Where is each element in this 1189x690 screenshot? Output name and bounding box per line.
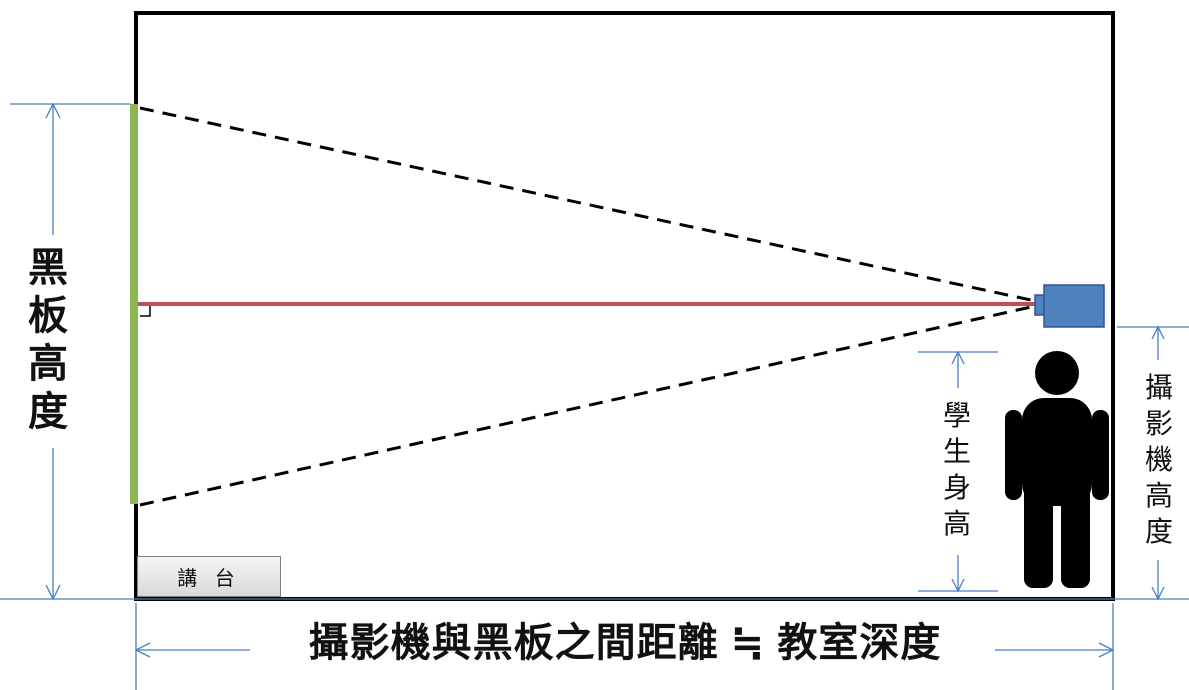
camera-icon — [1034, 284, 1105, 328]
sight-line-top — [139, 106, 1041, 304]
camera-height-label: 攝影機高度 — [1144, 372, 1173, 547]
right-angle-mark — [140, 306, 151, 317]
distance-dimension — [134, 603, 1115, 690]
blackboard-height-dimension — [0, 102, 1189, 601]
sight-line-bottom — [139, 303, 1041, 507]
student-height-label: 學生身高 — [942, 400, 971, 539]
blackboard-height-label: 黑板高度 — [28, 246, 68, 434]
student-height-dimension — [918, 350, 998, 593]
camera-height-dimension — [1117, 325, 1189, 601]
distance-label: 攝影機與黑板之間距離 ≒ 教室深度 — [308, 621, 942, 665]
person-icon — [1005, 351, 1109, 588]
blackboard — [130, 104, 138, 504]
podium: 講 台 — [137, 556, 281, 597]
